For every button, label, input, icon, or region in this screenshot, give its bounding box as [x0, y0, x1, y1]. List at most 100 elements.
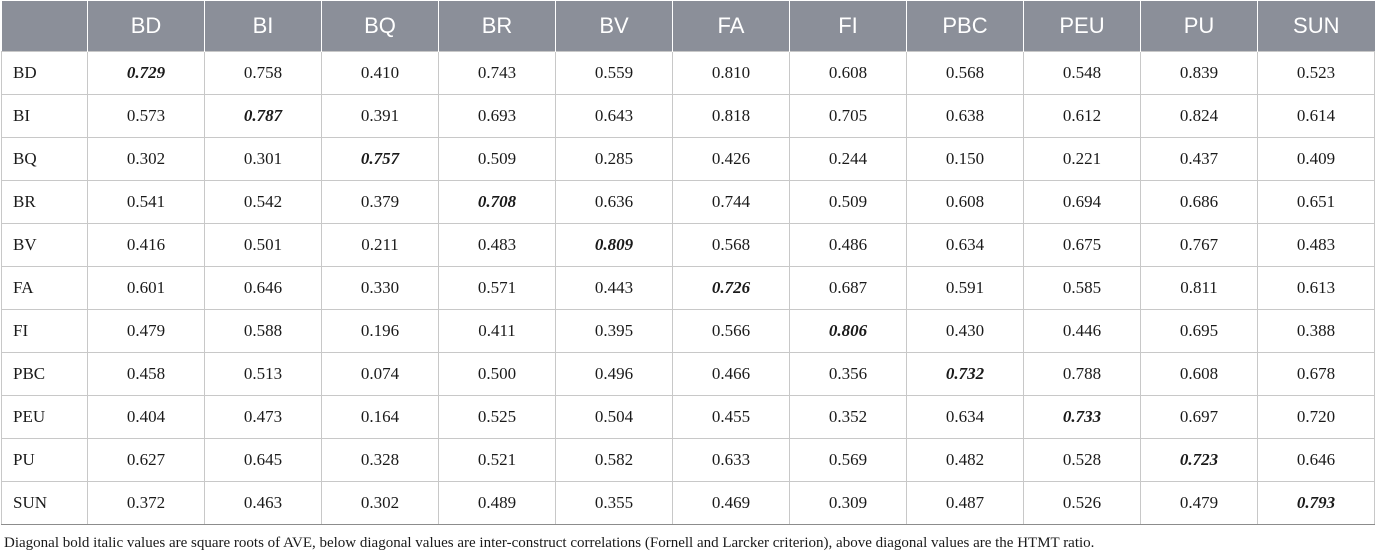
diagonal-cell: 0.793 — [1257, 481, 1375, 525]
table-cell: 0.613 — [1257, 266, 1375, 310]
header-corner — [1, 1, 88, 52]
table-cell: 0.355 — [555, 481, 673, 525]
table-cell: 0.483 — [438, 223, 556, 267]
table-cell: 0.211 — [321, 223, 439, 267]
table-cell: 0.466 — [672, 352, 790, 396]
table-cell: 0.559 — [555, 51, 673, 95]
table-row: BQ 0.302 0.301 0.757 0.509 0.285 0.426 0.244 0.1… — [1, 137, 1375, 181]
table-cell: 0.483 — [1257, 223, 1375, 267]
row-header-sun: SUN — [1, 481, 88, 525]
row-header-bd: BD — [1, 51, 88, 95]
table-cell: 0.811 — [1140, 266, 1258, 310]
table-cell: 0.634 — [906, 223, 1024, 267]
table-cell: 0.458 — [87, 352, 205, 396]
diagonal-cell: 0.732 — [906, 352, 1024, 396]
row-header-peu: PEU — [1, 395, 88, 439]
table-cell: 0.309 — [789, 481, 907, 525]
table-cell: 0.372 — [87, 481, 205, 525]
table-cell: 0.388 — [1257, 309, 1375, 353]
header-row: BD BI BQ BR BV FA FI PBC PEU PU SUN — [1, 1, 1375, 52]
table-cell: 0.743 — [438, 51, 556, 95]
table-cell: 0.302 — [87, 137, 205, 181]
row-header-fi: FI — [1, 309, 88, 353]
column-header-sun: SUN — [1257, 1, 1375, 52]
table-cell: 0.526 — [1023, 481, 1141, 525]
table-cell: 0.614 — [1257, 94, 1375, 138]
table-cell: 0.720 — [1257, 395, 1375, 439]
table-cell: 0.591 — [906, 266, 1024, 310]
table-cell: 0.573 — [87, 94, 205, 138]
table-cell: 0.513 — [204, 352, 322, 396]
table-cell: 0.463 — [204, 481, 322, 525]
table-cell: 0.486 — [789, 223, 907, 267]
table-row: FA 0.601 0.646 0.330 0.571 0.443 0.726 0.687 0.5… — [1, 266, 1375, 310]
diagonal-cell: 0.726 — [672, 266, 790, 310]
table-cell: 0.489 — [438, 481, 556, 525]
table-cell: 0.638 — [906, 94, 1024, 138]
table-cell: 0.437 — [1140, 137, 1258, 181]
table-cell: 0.469 — [672, 481, 790, 525]
table-cell: 0.675 — [1023, 223, 1141, 267]
table-cell: 0.356 — [789, 352, 907, 396]
table-cell: 0.330 — [321, 266, 439, 310]
table-cell: 0.500 — [438, 352, 556, 396]
table-cell: 0.496 — [555, 352, 673, 396]
row-header-bq: BQ — [1, 137, 88, 181]
table-cell: 0.824 — [1140, 94, 1258, 138]
table-row: PEU 0.404 0.473 0.164 0.525 0.504 0.455 0.352 0.… — [1, 395, 1375, 439]
diagonal-cell: 0.723 — [1140, 438, 1258, 482]
table-cell: 0.788 — [1023, 352, 1141, 396]
table-cell: 0.164 — [321, 395, 439, 439]
table-row: PBC 0.458 0.513 0.074 0.500 0.496 0.466 0.356 0.… — [1, 352, 1375, 396]
table-cell: 0.818 — [672, 94, 790, 138]
table-cell: 0.479 — [1140, 481, 1258, 525]
table-cell: 0.569 — [789, 438, 907, 482]
table-row: BI 0.573 0.787 0.391 0.693 0.643 0.818 0.705 0.6… — [1, 94, 1375, 138]
table-cell: 0.302 — [321, 481, 439, 525]
table-cell: 0.568 — [672, 223, 790, 267]
table-cell: 0.509 — [438, 137, 556, 181]
table-cell: 0.328 — [321, 438, 439, 482]
table-cell: 0.395 — [555, 309, 673, 353]
diagonal-cell: 0.733 — [1023, 395, 1141, 439]
table-cell: 0.693 — [438, 94, 556, 138]
table-cell: 0.697 — [1140, 395, 1258, 439]
table-cell: 0.221 — [1023, 137, 1141, 181]
diagonal-cell: 0.729 — [87, 51, 205, 95]
table-cell: 0.301 — [204, 137, 322, 181]
table-row: BR 0.541 0.542 0.379 0.708 0.636 0.744 0.509 0.6… — [1, 180, 1375, 224]
column-header-fi: FI — [789, 1, 907, 52]
table-cell: 0.416 — [87, 223, 205, 267]
table-cell: 0.686 — [1140, 180, 1258, 224]
column-header-pu: PU — [1140, 1, 1258, 52]
table-row: SUN 0.372 0.463 0.302 0.489 0.355 0.469 0.309 0.… — [1, 481, 1375, 525]
table-cell: 0.627 — [87, 438, 205, 482]
table-row: PU 0.627 0.645 0.328 0.521 0.582 0.633 0.569 0.4… — [1, 438, 1375, 482]
column-header-bd: BD — [87, 1, 205, 52]
row-header-bv: BV — [1, 223, 88, 267]
table-cell: 0.636 — [555, 180, 673, 224]
row-header-pu: PU — [1, 438, 88, 482]
table-cell: 0.487 — [906, 481, 1024, 525]
table-cell: 0.694 — [1023, 180, 1141, 224]
table-cell: 0.608 — [1140, 352, 1258, 396]
table-cell: 0.646 — [1257, 438, 1375, 482]
diagonal-cell: 0.787 — [204, 94, 322, 138]
table-cell: 0.430 — [906, 309, 1024, 353]
table-cell: 0.695 — [1140, 309, 1258, 353]
table-cell: 0.839 — [1140, 51, 1258, 95]
table-cell: 0.352 — [789, 395, 907, 439]
table-cell: 0.645 — [204, 438, 322, 482]
table-body: BD 0.729 0.758 0.410 0.743 0.559 0.810 0.608 0.5… — [1, 51, 1375, 525]
column-header-bq: BQ — [321, 1, 439, 52]
table-cell: 0.391 — [321, 94, 439, 138]
table-cell: 0.525 — [438, 395, 556, 439]
table-cell: 0.744 — [672, 180, 790, 224]
table-cell: 0.443 — [555, 266, 673, 310]
row-header-bi: BI — [1, 94, 88, 138]
table-cell: 0.509 — [789, 180, 907, 224]
table-cell: 0.601 — [87, 266, 205, 310]
column-header-pbc: PBC — [906, 1, 1024, 52]
table-cell: 0.651 — [1257, 180, 1375, 224]
table-cell: 0.501 — [204, 223, 322, 267]
